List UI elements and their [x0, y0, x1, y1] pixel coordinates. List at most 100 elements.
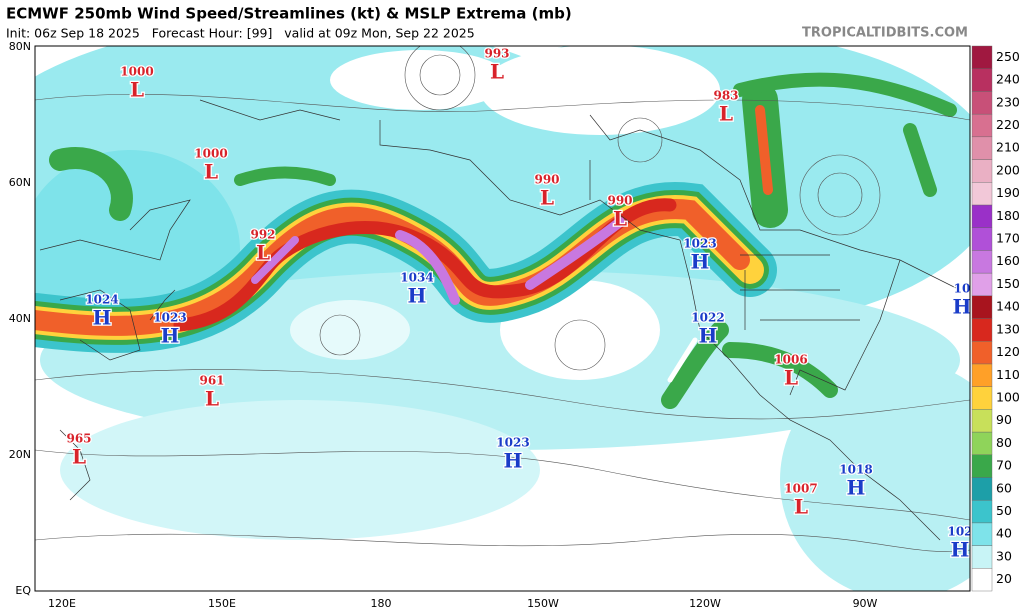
colorbar-swatch	[971, 68, 993, 92]
streamlines	[35, 46, 970, 552]
pressure-value: 10	[954, 282, 971, 296]
pressure-letter: H	[951, 538, 970, 562]
pressure-value: 1006	[774, 353, 807, 367]
pressure-value: 993	[484, 47, 509, 61]
colorbar-swatch	[971, 454, 993, 478]
pressure-value: 1023	[153, 311, 186, 325]
site-credit: TROPICALTIDBITS.COM	[802, 26, 968, 41]
lon-label: 120E	[48, 597, 76, 610]
pressure-letter: L	[130, 78, 144, 102]
lon-label: 90W	[853, 597, 878, 610]
pressure-value: 1018	[839, 463, 872, 477]
colorbar-label: 70	[996, 458, 1012, 473]
colorbar-label: 80	[996, 435, 1012, 450]
wind-field	[35, 46, 970, 591]
colorbar-label: 150	[996, 276, 1020, 291]
pressure-letter: L	[719, 102, 733, 126]
colorbar-swatch	[971, 182, 993, 206]
colorbar-swatch	[971, 204, 993, 228]
colorbar-label: 50	[996, 503, 1012, 518]
lat-label: EQ	[15, 584, 31, 597]
pressure-letter: L	[540, 186, 554, 210]
colorbar-label: 200	[996, 162, 1020, 177]
pressure-letter: L	[794, 495, 808, 519]
colorbar-swatch	[971, 295, 993, 319]
pressure-value: 1023	[496, 436, 529, 450]
colorbar-swatch	[971, 136, 993, 160]
colorbar-swatch	[971, 113, 993, 138]
coastlines	[39, 99, 961, 541]
colorbar-label: 220	[996, 117, 1020, 132]
colorbar-label: 90	[996, 412, 1012, 427]
pressure-value: 1000	[194, 147, 227, 161]
pressure-value: 102	[947, 525, 972, 539]
colorbar-swatch	[971, 318, 993, 342]
pressure-value: 1007	[784, 482, 817, 496]
colorbar-label: 100	[996, 389, 1020, 404]
colorbar-label: 120	[996, 344, 1020, 359]
pressure-letter: H	[504, 449, 523, 473]
pressure-value: 992	[250, 228, 275, 242]
pressure-value: 965	[66, 432, 91, 446]
colorbar-swatch	[971, 341, 993, 365]
lon-label: 150E	[208, 597, 236, 610]
colorbar-label: 190	[996, 185, 1020, 200]
colorbar-label: 20	[996, 571, 1012, 586]
lon-label: 120W	[689, 597, 721, 610]
colorbar-label: 160	[996, 253, 1020, 268]
pressure-letter: L	[613, 207, 627, 231]
colorbar-swatch	[971, 545, 993, 569]
pressure-letter: L	[256, 241, 270, 265]
pressure-letter: L	[205, 387, 219, 411]
pressure-letter: L	[72, 445, 86, 469]
pressure-letter: H	[408, 284, 427, 308]
pressure-letter: H	[953, 295, 972, 319]
colorbar-swatch	[971, 477, 993, 501]
pressure-value: 983	[713, 89, 738, 103]
colorbar-label: 130	[996, 321, 1020, 336]
colorbar-swatch	[971, 272, 993, 296]
colorbar-swatch	[971, 250, 993, 274]
colorbar-label: 110	[996, 367, 1020, 382]
pressure-letter: H	[699, 324, 718, 348]
colorbar-swatch	[971, 409, 993, 433]
pressure-value: 961	[199, 374, 224, 388]
colorbar-swatch	[971, 227, 993, 251]
colorbar-swatch	[971, 159, 993, 183]
pressure-letter: H	[93, 306, 112, 330]
colorbar-swatch	[971, 91, 993, 115]
pressure-value: 990	[534, 173, 559, 187]
pressure-letter: H	[161, 324, 180, 348]
colorbar-label: 170	[996, 231, 1020, 246]
pressure-value: 1034	[400, 271, 433, 285]
pressure-value: 1000	[120, 65, 153, 79]
lat-label: 20N	[9, 448, 31, 461]
colorbar-label: 230	[996, 94, 1020, 109]
subtitle: Init: 06z Sep 18 2025 Forecast Hour: [99…	[6, 26, 475, 41]
colorbar-swatch	[971, 431, 993, 455]
lat-label: 40N	[9, 312, 31, 325]
colorbar-label: 240	[996, 72, 1020, 87]
colorbar-label: 40	[996, 526, 1012, 541]
lon-label: 150W	[527, 597, 559, 610]
colorbar-label: 210	[996, 140, 1020, 155]
pressure-value: 1023	[683, 237, 716, 251]
colorbar-swatch	[971, 568, 993, 592]
title: ECMWF 250mb Wind Speed/Streamlines (kt) …	[6, 5, 572, 23]
colorbar-label: 250	[996, 49, 1020, 64]
colorbar-swatch	[971, 499, 993, 524]
pressure-value: 1022	[691, 311, 724, 325]
pressure-letter: H	[847, 476, 866, 500]
colorbar-swatch	[971, 363, 993, 387]
colorbar-swatch	[971, 522, 993, 546]
colorbar-swatch	[971, 386, 993, 410]
pressure-letter: L	[490, 60, 504, 84]
pressure-letter: L	[204, 160, 218, 184]
pressure-letter: L	[784, 366, 798, 390]
colorbar-label: 140	[996, 299, 1020, 314]
pressure-letter: H	[691, 250, 710, 274]
pressure-value: 990	[607, 194, 632, 208]
map-frame	[34, 45, 971, 592]
